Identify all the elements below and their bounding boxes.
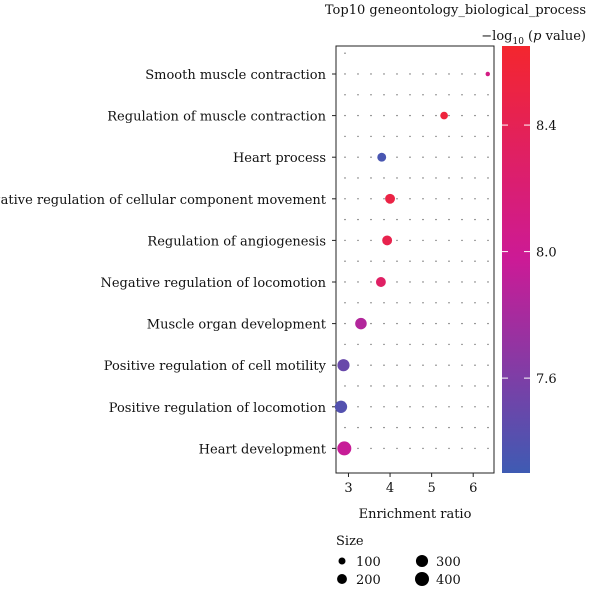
color-legend-title-sub: 10 [512, 37, 524, 47]
x-axis-title: Enrichment ratio [359, 507, 472, 522]
size-legend-marker [415, 554, 429, 568]
size-legend-label: 200 [356, 573, 381, 588]
y-tick-label: Negative regulation of locomotion [100, 276, 326, 291]
color-bar-tick-label: 7.6 [536, 372, 557, 387]
color-bar-tick-label: 8.0 [536, 246, 557, 261]
data-point [337, 359, 350, 372]
size-legend-label: 300 [436, 555, 461, 570]
data-points [334, 71, 490, 456]
x-tick-label: 6 [469, 481, 477, 496]
data-point [385, 193, 396, 204]
data-point [375, 277, 386, 287]
y-tick-label: Muscle organ development [147, 318, 327, 333]
y-tick-label: Positive regulation of locomotion [109, 401, 327, 416]
color-bar-ticks: 7.6 8.0 8.4 [502, 119, 557, 387]
plot-area [335, 45, 495, 474]
y-tick-label: Heart development [199, 442, 327, 457]
size-legend-marker [337, 574, 347, 584]
grid-dots [344, 52, 489, 450]
size-legend-label: 100 [356, 555, 381, 570]
size-legend-marker [415, 572, 429, 586]
color-legend: −log10 (p value) 7.6 8.0 8.4 [481, 29, 586, 473]
color-legend-title-open: ( [524, 29, 533, 44]
data-point [355, 317, 367, 330]
color-legend-title: −log10 (p value) [481, 29, 586, 47]
y-tick-label: Regulation of angiogenesis [147, 234, 326, 249]
color-bar-tick-label: 8.4 [536, 119, 557, 134]
y-axis-labels: Smooth muscle contraction Regulation of m… [0, 68, 336, 457]
color-legend-title-prefix: −log [481, 29, 512, 44]
y-tick-label: Smooth muscle contraction [145, 68, 326, 83]
x-tick-label: 3 [344, 481, 352, 496]
data-point [377, 152, 387, 162]
data-point [440, 111, 448, 120]
color-legend-title-close: value) [541, 29, 586, 44]
data-point [485, 71, 490, 77]
y-tick-label: Positive regulation of cell motility [104, 359, 327, 374]
size-legend-marker [338, 557, 346, 565]
size-legend: Size 100 200 300 400 [336, 534, 461, 588]
x-axis-ticks: 3 4 5 6 [344, 473, 477, 496]
data-point [382, 235, 393, 246]
y-tick-label: Heart process [233, 151, 326, 166]
x-tick-label: 5 [427, 481, 435, 496]
size-legend-title: Size [336, 534, 364, 549]
color-bar [502, 46, 530, 473]
data-point [337, 441, 352, 456]
data-point [334, 400, 348, 413]
y-tick-label: Negative regulation of cellular componen… [0, 193, 327, 208]
y-tick-label: Regulation of muscle contraction [107, 110, 326, 125]
chart-title: Top10 geneontology_biological_process [325, 3, 586, 18]
x-tick-label: 4 [386, 481, 394, 496]
color-legend-title-p: p [533, 29, 542, 44]
size-legend-label: 400 [436, 573, 461, 588]
